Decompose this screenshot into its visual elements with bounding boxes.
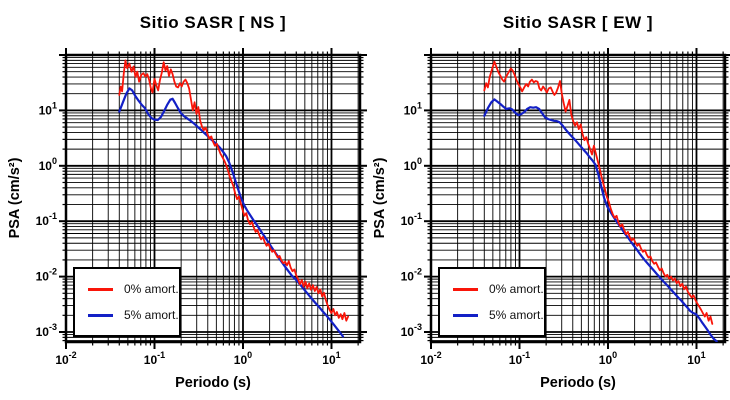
svg-text:10-2: 10-2 xyxy=(36,267,57,284)
chart-ew: 10-2 10-1 100 101 101 100 10-1 10-2 10-3 Sitio S… xyxy=(365,0,730,400)
svg-text:100: 100 xyxy=(599,350,617,367)
svg-text:101: 101 xyxy=(687,350,705,367)
svg-text:10-2: 10-2 xyxy=(401,267,422,284)
y-axis-label-ew: PSA (cm/s²) xyxy=(372,157,388,239)
legend-item-5pct: 5% amort. xyxy=(453,308,544,322)
chart-title-ew: Sitio SASR [ EW ] xyxy=(502,13,654,32)
plot-ns: 10-2 10-1 100 101 101 100 10-1 10-2 10-3 xyxy=(36,48,367,367)
svg-text:100: 100 xyxy=(404,156,422,173)
svg-text:10-1: 10-1 xyxy=(401,211,422,228)
svg-text:101: 101 xyxy=(39,100,57,117)
svg-text:10-3: 10-3 xyxy=(401,322,422,339)
legend-label-0pct: 0% amort. xyxy=(489,282,544,296)
x-axis-label-ew: Periodo (s) xyxy=(540,375,616,391)
svg-text:100: 100 xyxy=(234,350,252,367)
legend-item-0pct: 0% amort. xyxy=(88,282,179,296)
chart-title-ns: Sitio SASR [ NS ] xyxy=(139,13,287,32)
svg-text:10-3: 10-3 xyxy=(36,322,57,339)
svg-text:101: 101 xyxy=(404,100,422,117)
x-axis-label-ns: Periodo (s) xyxy=(175,375,251,391)
legend-label-0pct: 0% amort. xyxy=(124,282,179,296)
legend-item-0pct: 0% amort. xyxy=(453,282,544,296)
svg-text:10-1: 10-1 xyxy=(144,350,165,367)
svg-text:10-2: 10-2 xyxy=(420,350,441,367)
legend-label-5pct: 5% amort. xyxy=(124,308,179,322)
legend-label-5pct: 5% amort. xyxy=(489,308,544,322)
svg-text:10-2: 10-2 xyxy=(55,350,76,367)
legend-item-5pct: 5% amort. xyxy=(88,308,179,322)
legend-ns: 0% amort. 5% amort. xyxy=(73,267,181,337)
svg-text:101: 101 xyxy=(322,350,340,367)
red-line-swatch-icon xyxy=(88,287,113,291)
svg-text:10-1: 10-1 xyxy=(509,350,530,367)
y-axis-label-ns: PSA (cm/s²) xyxy=(7,157,23,239)
svg-text:100: 100 xyxy=(39,156,57,173)
chart-ns: 10-2 10-1 100 101 101 100 10-1 10-2 10-3 Sitio S… xyxy=(7,13,367,391)
blue-line-swatch-icon xyxy=(88,313,113,317)
plot-ew: 10-2 10-1 100 101 101 100 10-1 10-2 10-3 xyxy=(401,48,730,367)
blue-line-swatch-icon xyxy=(453,313,478,317)
red-line-swatch-icon xyxy=(453,287,478,291)
legend-ew: 0% amort. 5% amort. xyxy=(438,267,546,337)
svg-text:10-1: 10-1 xyxy=(36,211,57,228)
